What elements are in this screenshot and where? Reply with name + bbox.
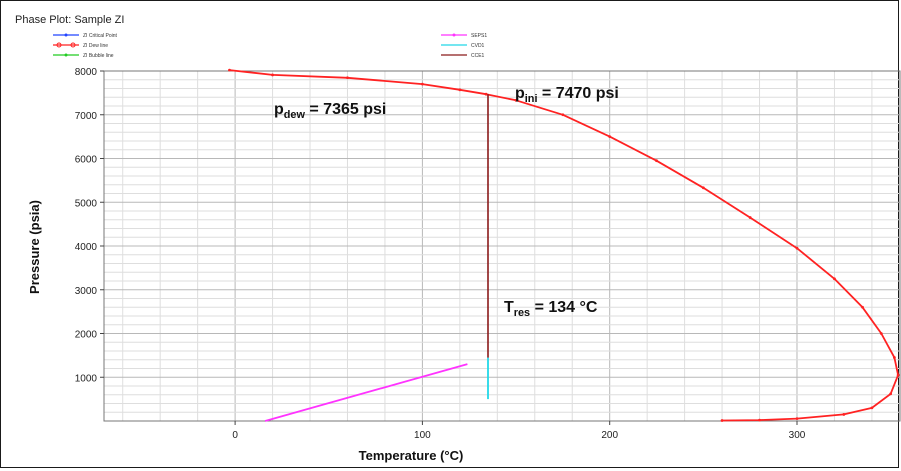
- dew-line-point: [795, 246, 799, 250]
- annotation-symbol: T: [504, 299, 514, 316]
- legend-marker: [452, 33, 456, 37]
- legend-marker: [64, 33, 68, 37]
- dew-line-point: [421, 82, 424, 86]
- dew-line-point: [870, 406, 874, 410]
- dew-line-point: [484, 92, 488, 96]
- dew-line-point: [879, 332, 883, 335]
- axis-ticks: 0 100 200 300 1000 2000 3000 4000 5000 6000 7000 80…: [75, 67, 806, 441]
- dew-line-point: [346, 76, 349, 80]
- series-zi-dew-line-line: [229, 69, 899, 422]
- y-tick-label: 5000: [75, 198, 98, 209]
- legend-label: ZI Dew line: [83, 43, 108, 49]
- legend-marker: [70, 42, 76, 48]
- dew-line-point: [561, 113, 565, 117]
- y-tick-label: 1000: [75, 373, 98, 384]
- dew-line-point: [748, 216, 752, 219]
- dew-line-point: [608, 135, 612, 139]
- dew-line-point: [833, 277, 836, 281]
- annotation-p-ini: pini = 7470 psi: [515, 85, 619, 105]
- legend-label: CVD1: [471, 43, 485, 49]
- legend-marker: [56, 42, 62, 48]
- annotation-subscript: res: [514, 307, 530, 319]
- y-tick-label: 6000: [75, 155, 98, 166]
- annotation-value: = 7470 psi: [537, 85, 618, 102]
- dew-line-point: [842, 413, 846, 416]
- dew-line-point: [228, 68, 231, 72]
- dew-line-point: [514, 98, 518, 102]
- plot-grid: [104, 71, 900, 421]
- y-axis-title: Pressure (psia): [27, 200, 42, 294]
- x-tick-label: 300: [789, 430, 806, 441]
- legend-label: SEPS1: [471, 33, 487, 39]
- y-tick-label: 8000: [75, 67, 98, 78]
- chart-title: Phase Plot: Sample ZI: [15, 14, 124, 26]
- legend-marker: [64, 53, 68, 57]
- annotation-value: = 7365 psi: [305, 101, 386, 118]
- x-tick-label: 0: [232, 430, 238, 441]
- annotation-subscript: dew: [284, 109, 306, 121]
- dew-line-point: [720, 419, 724, 422]
- y-tick-label: 4000: [75, 242, 98, 253]
- dew-line-point: [892, 356, 896, 359]
- annotation-p-dew: pdew = 7365 psi: [274, 101, 386, 121]
- dew-line-point: [655, 159, 658, 163]
- data-series: [228, 68, 900, 422]
- y-tick-label: 2000: [75, 330, 98, 341]
- x-tick-label: 200: [601, 430, 618, 441]
- annotation-symbol: p: [515, 85, 525, 102]
- y-tick-label: 3000: [75, 286, 98, 297]
- x-axis-title: Temperature (°C): [359, 448, 464, 463]
- dew-line-point: [758, 418, 761, 422]
- dew-line-point: [896, 373, 900, 377]
- annotation-symbol: p: [274, 101, 284, 118]
- dew-line-point: [701, 186, 705, 190]
- annotation-value: = 134 °C: [530, 299, 598, 316]
- y-tick-label: 7000: [75, 111, 98, 122]
- dew-line-point: [271, 73, 274, 77]
- series-seps1-line: [264, 363, 468, 422]
- legend-label: CCE1: [471, 53, 485, 59]
- dew-line-point: [889, 392, 893, 396]
- x-tick-label: 100: [414, 430, 431, 441]
- dew-line-point: [795, 417, 799, 420]
- legend-label: ZI Critical Point: [83, 33, 118, 39]
- dew-line-point: [458, 88, 462, 92]
- annotation-subscript: ini: [525, 93, 538, 105]
- annotation-t-res: Tres = 134 °C: [504, 299, 598, 319]
- dew-line-point: [861, 305, 864, 309]
- legend: ZI Critical Point ZI Dew line ZI Bubble li…: [53, 33, 487, 59]
- legend-label: ZI Bubble line: [83, 53, 114, 59]
